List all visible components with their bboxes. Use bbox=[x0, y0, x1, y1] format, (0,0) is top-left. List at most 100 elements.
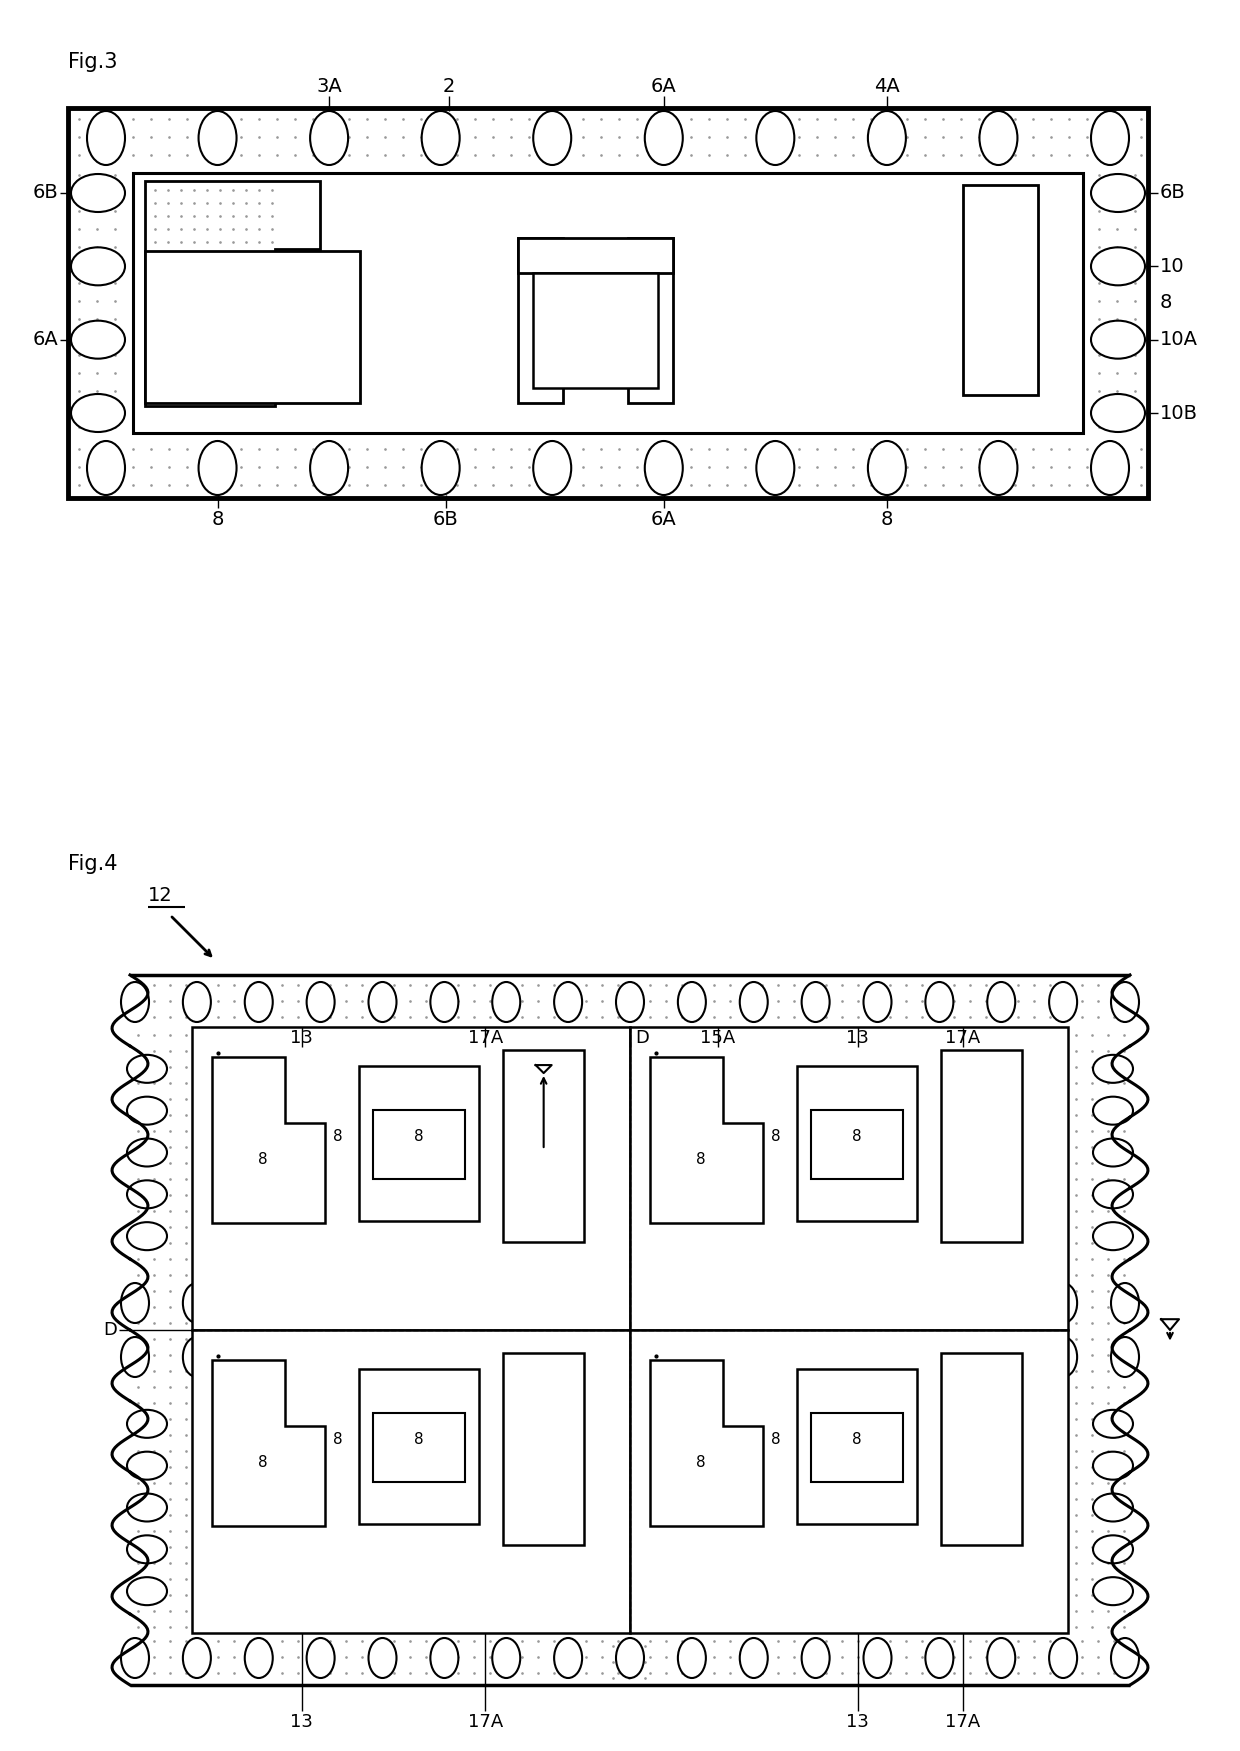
Text: 10A: 10A bbox=[1159, 331, 1198, 348]
Ellipse shape bbox=[122, 1637, 149, 1677]
Ellipse shape bbox=[126, 1222, 167, 1250]
Ellipse shape bbox=[368, 1283, 397, 1324]
Ellipse shape bbox=[1092, 1410, 1133, 1438]
Ellipse shape bbox=[368, 1637, 397, 1677]
Ellipse shape bbox=[868, 441, 906, 496]
Text: 8: 8 bbox=[852, 1432, 862, 1446]
Text: 12: 12 bbox=[148, 886, 172, 905]
Ellipse shape bbox=[126, 1096, 167, 1124]
Ellipse shape bbox=[1091, 247, 1145, 285]
Bar bbox=[533, 273, 658, 389]
Ellipse shape bbox=[126, 1452, 167, 1480]
Ellipse shape bbox=[678, 1338, 706, 1376]
Ellipse shape bbox=[1091, 173, 1145, 212]
Ellipse shape bbox=[122, 982, 149, 1023]
Text: 10: 10 bbox=[1159, 257, 1184, 277]
Ellipse shape bbox=[1111, 982, 1140, 1023]
Ellipse shape bbox=[126, 1494, 167, 1522]
Ellipse shape bbox=[987, 1283, 1016, 1324]
Ellipse shape bbox=[368, 1338, 397, 1376]
Bar bbox=[192, 1028, 630, 1331]
Ellipse shape bbox=[244, 1283, 273, 1324]
Ellipse shape bbox=[244, 1637, 273, 1677]
Text: 8: 8 bbox=[771, 1129, 781, 1143]
Ellipse shape bbox=[1092, 1054, 1133, 1082]
Ellipse shape bbox=[1111, 1637, 1140, 1677]
Ellipse shape bbox=[987, 1637, 1016, 1677]
Ellipse shape bbox=[1092, 1452, 1133, 1480]
Ellipse shape bbox=[1092, 1138, 1133, 1166]
Text: 17A: 17A bbox=[945, 1030, 981, 1047]
Ellipse shape bbox=[1092, 1536, 1133, 1564]
Ellipse shape bbox=[863, 1338, 892, 1376]
Ellipse shape bbox=[126, 1180, 167, 1208]
Text: 10B: 10B bbox=[1159, 403, 1198, 422]
Ellipse shape bbox=[863, 1637, 892, 1677]
Text: 8: 8 bbox=[771, 1432, 781, 1446]
Ellipse shape bbox=[533, 110, 572, 165]
Text: 13: 13 bbox=[290, 1712, 312, 1732]
Ellipse shape bbox=[422, 441, 460, 496]
Bar bbox=[941, 1051, 1022, 1241]
Ellipse shape bbox=[645, 441, 683, 496]
Bar bbox=[630, 1331, 1068, 1634]
Bar bbox=[503, 1051, 584, 1241]
Ellipse shape bbox=[1049, 1283, 1078, 1324]
Bar bbox=[358, 1066, 480, 1220]
Text: 15A: 15A bbox=[699, 1030, 735, 1047]
Ellipse shape bbox=[740, 1637, 768, 1677]
Ellipse shape bbox=[126, 1410, 167, 1438]
Text: 8: 8 bbox=[334, 1432, 342, 1446]
Ellipse shape bbox=[1092, 1222, 1133, 1250]
Ellipse shape bbox=[801, 1338, 830, 1376]
Text: 6B: 6B bbox=[433, 510, 459, 529]
Ellipse shape bbox=[616, 1637, 644, 1677]
Bar bbox=[941, 1354, 1022, 1544]
Text: 6A: 6A bbox=[651, 510, 677, 529]
Ellipse shape bbox=[554, 982, 582, 1023]
Polygon shape bbox=[212, 1361, 325, 1525]
Text: 8: 8 bbox=[696, 1152, 706, 1168]
Ellipse shape bbox=[244, 1338, 273, 1376]
Ellipse shape bbox=[678, 1637, 706, 1677]
Ellipse shape bbox=[987, 1338, 1016, 1376]
Ellipse shape bbox=[492, 1338, 521, 1376]
Text: 8: 8 bbox=[211, 510, 223, 529]
Ellipse shape bbox=[678, 982, 706, 1023]
Ellipse shape bbox=[182, 982, 211, 1023]
Ellipse shape bbox=[198, 110, 237, 165]
Text: 17A: 17A bbox=[945, 1712, 981, 1732]
Ellipse shape bbox=[87, 110, 125, 165]
Ellipse shape bbox=[1111, 1338, 1140, 1376]
Text: 17A: 17A bbox=[467, 1712, 503, 1732]
Ellipse shape bbox=[306, 1283, 335, 1324]
Ellipse shape bbox=[430, 1338, 459, 1376]
Ellipse shape bbox=[368, 982, 397, 1023]
Ellipse shape bbox=[1092, 1180, 1133, 1208]
Text: D: D bbox=[635, 1030, 649, 1047]
Ellipse shape bbox=[306, 1338, 335, 1376]
Ellipse shape bbox=[430, 982, 459, 1023]
Ellipse shape bbox=[1092, 1494, 1133, 1522]
Ellipse shape bbox=[980, 441, 1018, 496]
Text: 8: 8 bbox=[414, 1129, 424, 1143]
Ellipse shape bbox=[126, 1138, 167, 1166]
Ellipse shape bbox=[182, 1283, 211, 1324]
Ellipse shape bbox=[198, 441, 237, 496]
Text: 4A: 4A bbox=[874, 77, 900, 96]
Ellipse shape bbox=[987, 982, 1016, 1023]
Ellipse shape bbox=[1092, 1578, 1133, 1606]
Ellipse shape bbox=[740, 982, 768, 1023]
Bar bbox=[797, 1369, 918, 1523]
Polygon shape bbox=[650, 1058, 763, 1222]
Ellipse shape bbox=[533, 441, 572, 496]
Bar bbox=[797, 1066, 918, 1220]
Text: Fig.4: Fig.4 bbox=[68, 854, 118, 874]
Ellipse shape bbox=[71, 320, 125, 359]
Polygon shape bbox=[145, 180, 320, 406]
Ellipse shape bbox=[122, 1338, 149, 1376]
Ellipse shape bbox=[306, 1637, 335, 1677]
Ellipse shape bbox=[1049, 1637, 1078, 1677]
Text: 6B: 6B bbox=[32, 184, 58, 203]
Ellipse shape bbox=[492, 982, 521, 1023]
